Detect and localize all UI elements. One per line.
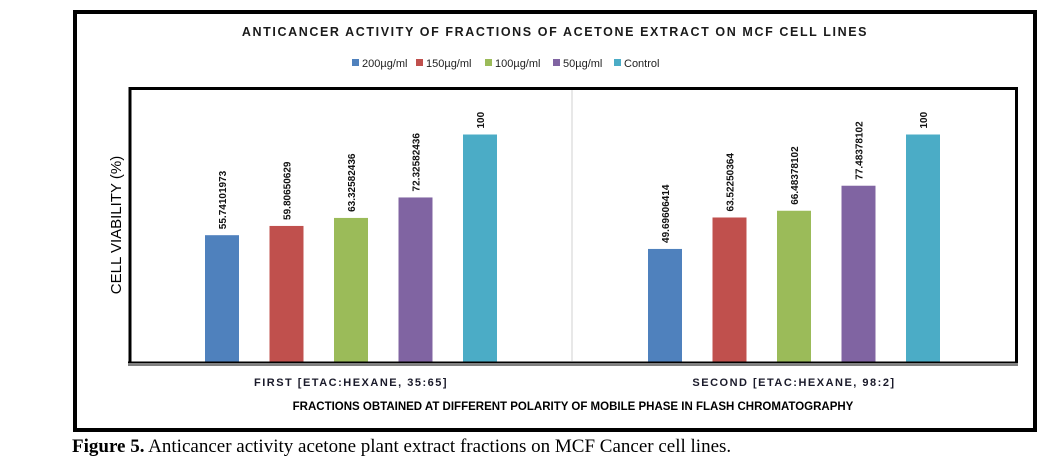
- bar-150gml-2: [712, 217, 747, 362]
- legend-label: 150µg/ml: [426, 58, 471, 70]
- data-label: 100: [476, 111, 487, 128]
- x-axis-title: FRACTIONS OBTAINED AT DIFFERENT POLARITY…: [293, 401, 854, 413]
- legend: 200µg/ml 150µg/ml 100µg/ml 50µg/ml Control: [352, 58, 659, 70]
- bar-100gml-2: [777, 210, 811, 362]
- legend-swatch: [614, 59, 621, 66]
- legend-item: 50µg/ml: [553, 58, 602, 70]
- bar-control-1: [463, 134, 497, 362]
- y-axis-title: CELL VIABILITY (%): [108, 156, 125, 294]
- data-label: 72.32582436: [412, 133, 423, 192]
- bar-150gml-1: [269, 225, 304, 362]
- category-label: FIRST [ETAC:HEXANE, 35:65]: [254, 377, 448, 389]
- data-label: 59.80650629: [283, 161, 294, 220]
- legend-swatch: [553, 59, 560, 66]
- legend-swatch: [485, 59, 492, 66]
- caption-text: Anticancer activity acetone plant extrac…: [144, 436, 732, 457]
- data-label: 77.48378102: [855, 121, 866, 180]
- legend-swatch: [416, 59, 423, 66]
- legend-label: 200µg/ml: [362, 58, 407, 70]
- data-label: 63.32582436: [347, 153, 358, 212]
- category-label: SECOND [ETAC:HEXANE, 98:2]: [692, 377, 895, 389]
- legend-item: 150µg/ml: [416, 58, 471, 70]
- bar-200gml-1: [205, 235, 239, 362]
- bar-100gml-1: [334, 217, 368, 362]
- plot-background: [130, 88, 1018, 362]
- bar-200gml-2: [648, 248, 682, 362]
- plot-border: [128, 87, 1018, 362]
- bar-50gml-1: [398, 197, 433, 362]
- data-label: 100: [919, 111, 930, 128]
- data-label: 66.48378102: [790, 146, 801, 205]
- bar-control-2: [906, 134, 940, 362]
- caption-label: Figure 5.: [72, 436, 145, 457]
- legend-item: 200µg/ml: [352, 58, 407, 70]
- data-label: 63.52250364: [726, 153, 737, 212]
- category-labels: FIRST [ETAC:HEXANE, 35:65] SECOND [ETAC:H…: [254, 377, 895, 389]
- legend-swatch: [352, 59, 359, 66]
- plot-area: 55.74101973 59.80650629 63.32582436 72.3258…: [128, 87, 1018, 366]
- legend-item: 100µg/ml: [485, 58, 540, 70]
- data-label: 49.69606414: [661, 184, 672, 243]
- legend-label: 100µg/ml: [495, 58, 540, 70]
- legend-item: Control: [614, 58, 659, 70]
- chart-title: ANTICANCER ACTIVITY OF FRACTIONS OF ACET…: [242, 25, 868, 39]
- bar-50gml-2: [841, 185, 876, 362]
- legend-label: Control: [624, 58, 659, 70]
- data-label: 55.74101973: [218, 170, 229, 229]
- figure-caption: Figure 5. Anticancer activity acetone pl…: [72, 436, 731, 458]
- legend-label: 50µg/ml: [563, 58, 602, 70]
